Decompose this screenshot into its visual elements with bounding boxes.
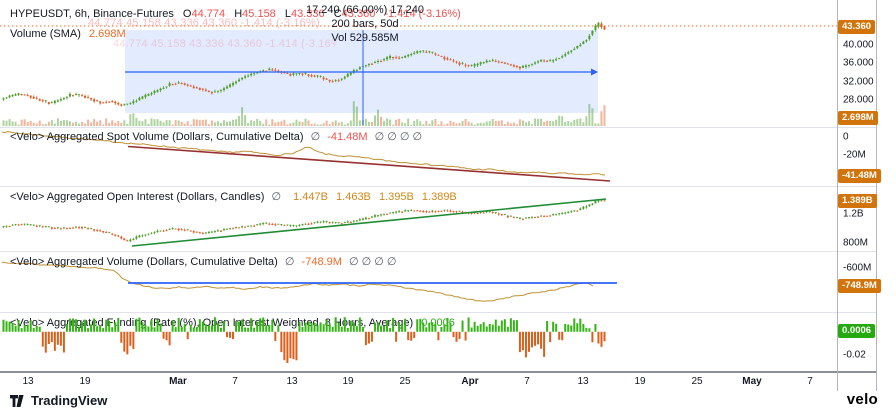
empty-set-symbols: ∅ ∅ ∅ ∅ — [374, 131, 423, 143]
tradingview-attribution[interactable]: TradingView — [10, 393, 107, 408]
price-tick-label: -0.02 — [843, 349, 866, 361]
pane-separator[interactable] — [0, 186, 877, 187]
time-tick-label: 7 — [524, 376, 530, 387]
velo-logo[interactable]: velo — [846, 391, 878, 408]
close-value: 43.360 — [341, 8, 376, 20]
time-tick-label: 25 — [399, 376, 411, 387]
tradingview-logo-text: TradingView — [31, 393, 108, 408]
last-value-badge: 0.0006 — [838, 324, 876, 338]
price-tick-label: 1.2B — [843, 208, 864, 220]
oi-high-value: 1.463B — [336, 191, 371, 203]
spot-cvd-title: <Velo> Aggregated Spot Volume (Dollars, … — [10, 131, 304, 143]
price-tick-label: 800M — [843, 237, 869, 249]
price-tick-label: 32.000 — [843, 76, 874, 88]
time-tick-label: 19 — [342, 376, 354, 387]
price-tick-label: -600M — [843, 262, 872, 274]
volume-legend[interactable]: Volume (SMA) 2.698M — [10, 28, 126, 40]
last-value-badge: 1.389B — [838, 194, 877, 208]
time-axis-separator — [0, 371, 877, 373]
open-value: 44.774 — [191, 8, 226, 20]
time-tick-label: Apr — [461, 376, 479, 387]
ohlc-ghost-artifact-2: 44.774 45.158 43.336 43.360 -1.414 (-3.1… — [113, 38, 337, 50]
time-tick-label: May — [742, 376, 762, 387]
low-label: L — [284, 8, 291, 20]
pane-separator[interactable] — [0, 312, 877, 313]
time-tick-label: 13 — [22, 376, 34, 387]
spot-cvd-legend[interactable]: <Velo> Aggregated Spot Volume (Dollars, … — [10, 131, 426, 143]
price-axis-border[interactable] — [837, 0, 838, 391]
close-label: C — [333, 8, 342, 20]
last-value-badge: 2.698M — [838, 111, 878, 125]
tradingview-logo-icon — [10, 394, 24, 407]
volume-indicator-value: 2.698M — [88, 28, 126, 40]
empty-set-symbols: ∅ ∅ ∅ ∅ — [348, 256, 397, 268]
last-value-badge: 43.360 — [838, 20, 876, 34]
time-tick-label: 19 — [634, 376, 646, 387]
time-tick-label: 7 — [807, 376, 813, 387]
last-value-badge: -41.48M — [838, 169, 881, 183]
time-tick-label: Mar — [169, 376, 187, 387]
open-interest-legend[interactable]: <Velo> Aggregated Open Interest (Dollars… — [10, 191, 457, 203]
time-tick-label: 13 — [577, 376, 589, 387]
price-tick-label: -20M — [843, 149, 866, 161]
price-tick-label: 28.000 — [843, 94, 874, 106]
volume-cvd-legend[interactable]: <Velo> Aggregated Volume (Dollars, Cumul… — [10, 256, 400, 268]
last-value-badge: -748.9M — [838, 279, 881, 293]
price-tick-label: 40.000 — [843, 39, 874, 51]
pane-separator[interactable] — [0, 251, 877, 252]
time-tick-label: 19 — [79, 376, 91, 387]
volume-cvd-value: -748.9M — [301, 256, 342, 268]
empty-set-symbol: ∅ — [271, 191, 282, 203]
high-label: H — [234, 8, 243, 20]
open-label: O — [182, 8, 192, 20]
price-tick-label: 36.000 — [843, 57, 874, 69]
spot-cvd-value: -41.48M — [327, 131, 368, 143]
time-tick-label: 7 — [232, 376, 238, 387]
volume-cvd-title: <Velo> Aggregated Volume (Dollars, Cumul… — [10, 256, 278, 268]
symbol-title[interactable]: HYPEUSDT, 6h, Binance-Futures — [10, 8, 174, 20]
ohlc-ghost-artifact: 44.774 45.158 43.336 43.360 -1.414 (-3.1… — [88, 17, 320, 29]
empty-set-symbol: ∅ — [310, 131, 321, 143]
pane-separator[interactable] — [0, 127, 877, 128]
high-value: 45.158 — [242, 8, 276, 20]
price-tick-label: 0 — [843, 131, 849, 143]
volume-indicator-label: Volume (SMA) — [10, 28, 81, 40]
oi-open-value: 1.447B — [293, 191, 328, 203]
time-tick-label: 25 — [691, 376, 703, 387]
open-interest-title: <Velo> Aggregated Open Interest (Dollars… — [10, 191, 265, 203]
oi-low-value: 1.395B — [378, 191, 414, 203]
low-value: 43.336 — [291, 8, 325, 20]
symbol-legend[interactable]: HYPEUSDT, 6h, Binance-Futures O44.774 H4… — [10, 8, 461, 20]
empty-set-symbol: ∅ — [284, 256, 295, 268]
oi-close-value: 1.389B — [421, 191, 457, 203]
time-tick-label: 13 — [286, 376, 298, 387]
change-value: -1.414 (-3.16%) — [384, 8, 461, 20]
